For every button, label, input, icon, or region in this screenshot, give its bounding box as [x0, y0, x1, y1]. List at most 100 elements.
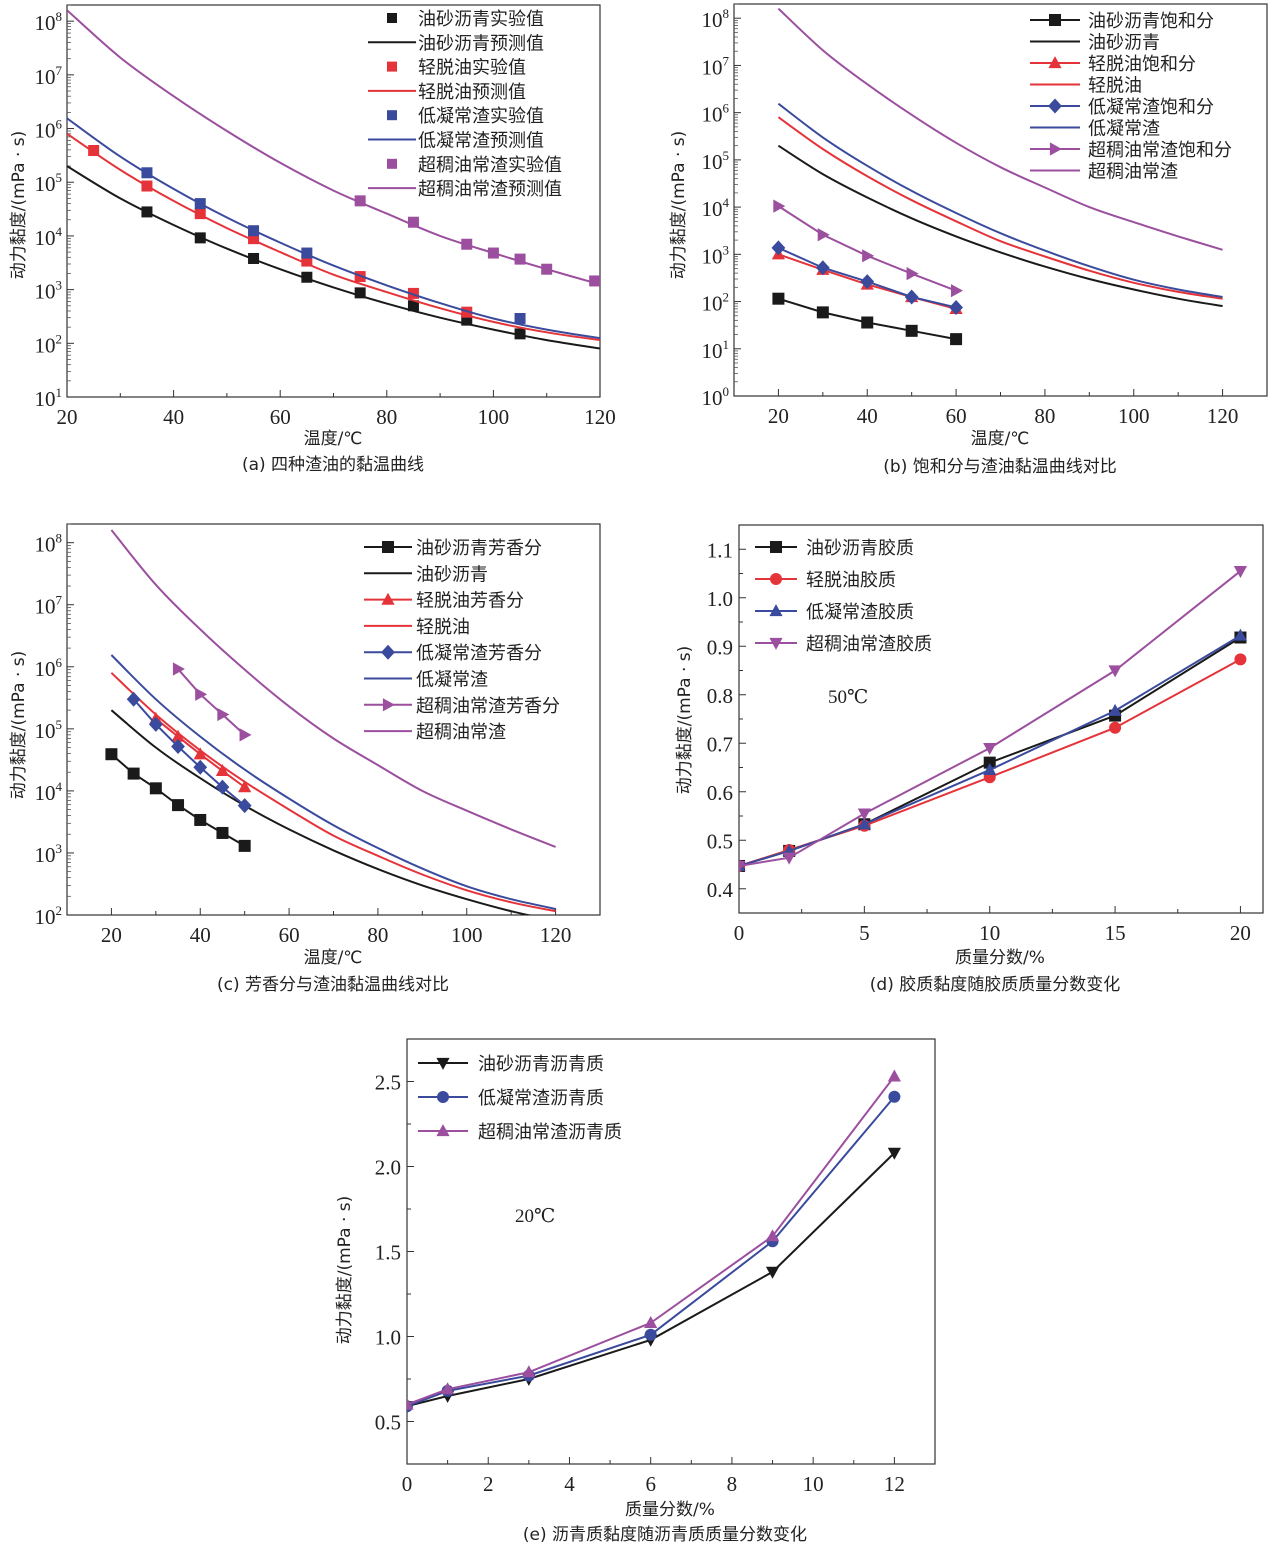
chart-d-series-2-point	[1108, 703, 1122, 716]
chart-b-series-4-point	[949, 299, 963, 315]
chart-d-ytick-label: 0.9	[707, 635, 733, 659]
chart-a-series-5-curve	[67, 117, 600, 340]
chart-a-legend-label: 油砂沥青预测值	[418, 33, 544, 54]
chart-b-legend-marker	[1049, 142, 1062, 156]
chart-c-series-0-point	[216, 826, 229, 839]
chart-a-ytick-label: 104	[35, 224, 63, 250]
chart-d-legend-marker	[770, 573, 782, 585]
chart-c-series-0-point	[238, 839, 251, 852]
chart-a-ytick-label: 102	[35, 331, 63, 357]
chart-c-legend-item: 油砂沥青	[364, 564, 488, 585]
chart-d-ytick-label: 0.8	[707, 684, 733, 708]
chart-b-legend-label: 低凝常渣饱和分	[1088, 97, 1214, 118]
chart-e-legend-label: 油砂沥青沥青质	[478, 1054, 604, 1075]
chart-e-series-2-point	[644, 1316, 658, 1328]
chart-c-plot-area	[105, 529, 556, 915]
chart-e-legend-marker	[437, 1091, 449, 1103]
chart-c-xtick-label: 40	[190, 923, 211, 947]
chart-e-ytick-label: 0.5	[375, 1411, 401, 1435]
chart-d-series-2-line	[739, 634, 1241, 867]
chart-a-viscosity-temperature: (a) 四种渣油的黏温曲线 温度/℃ 动力黏度/(mPa · s) 20 40 60…	[9, 4, 616, 475]
chart-c-legend-item: 轻脱油芳香分	[364, 591, 524, 612]
chart-b-legend-label: 超稠油常渣	[1088, 162, 1178, 183]
chart-b-legend-item: 低凝常渣饱和分	[1030, 97, 1214, 118]
chart-b-legend-item: 轻脱油饱和分	[1030, 54, 1196, 75]
chart-e-legend-label: 超稠油常渣沥青质	[478, 1122, 622, 1143]
chart-b-series-0-point	[816, 306, 829, 319]
chart-d-ytick-label: 0.6	[707, 781, 733, 805]
chart-b-ylabel: 动力黏度/(mPa · s)	[669, 131, 689, 280]
chart-b-ytick-label: 100	[702, 384, 730, 410]
chart-d-series-3-point	[1233, 565, 1248, 578]
chart-d-series-3-line	[739, 570, 1242, 867]
chart-e-legend-marker	[436, 1124, 450, 1137]
chart-d-legend-marker	[769, 637, 783, 650]
chart-d-ytick-label: 0.7	[707, 732, 733, 756]
chart-c-series-6-line	[177, 668, 246, 736]
chart-e-legend-item: 油砂沥青沥青质	[418, 1054, 604, 1075]
chart-d-series-3-point	[857, 808, 871, 821]
chart-c-series-1-curve	[110, 709, 533, 915]
chart-b-xtick-label: 80	[1034, 404, 1055, 428]
chart-a-series-1-curve	[67, 165, 600, 350]
chart-d-series-3-point	[983, 743, 997, 755]
chart-c-legend-item: 低凝常渣芳香分	[364, 643, 542, 664]
chart-c-ytick-label: 104	[35, 779, 63, 805]
chart-d-series-3-point	[739, 860, 746, 873]
chart-d-series-1-point	[1109, 721, 1122, 734]
chart-b-series-4-point	[904, 289, 919, 305]
chart-a-legend-item: 轻脱油预测值	[368, 82, 526, 103]
chart-d-ytick-label: 1.1	[707, 538, 733, 562]
chart-b-legend-label: 油砂沥青	[1088, 33, 1160, 54]
chart-d-series-3-point	[782, 852, 796, 865]
chart-a-series-2-point	[88, 145, 100, 157]
chart-c-series-0-point	[149, 782, 162, 795]
chart-e-series-2-point	[522, 1365, 536, 1378]
chart-d-legend-marker	[770, 541, 782, 553]
chart-c-legend-marker	[381, 592, 395, 605]
chart-e-xtick-label: 10	[803, 1472, 824, 1496]
chart-d-legend-label: 低凝常渣胶质	[806, 602, 914, 623]
chart-c-series-4-point	[215, 779, 230, 795]
chart-c-ytick-label: 103	[35, 841, 63, 867]
chart-c-legend-label: 超稠油常渣	[416, 722, 506, 743]
chart-e-series-0-point	[765, 1266, 780, 1279]
chart-d-legend-item: 超稠油常渣胶质	[755, 634, 932, 655]
chart-e-xtick-label: 8	[727, 1472, 738, 1496]
chart-e-ytick-label: 2.0	[375, 1156, 401, 1180]
chart-d-legend-item: 低凝常渣胶质	[755, 602, 914, 623]
chart-a-legend-marker	[387, 13, 397, 23]
chart-b-legend-item: 超稠油常渣饱和分	[1030, 140, 1232, 161]
chart-d-legend-label: 超稠油常渣胶质	[806, 634, 932, 655]
chart-e-plot-area	[407, 1069, 901, 1414]
chart-a-ytick-label: 107	[35, 63, 63, 89]
chart-a-series-6-point	[589, 275, 600, 287]
chart-c-legend-label: 超稠油常渣芳香分	[416, 696, 560, 717]
chart-d-temperature-annotation: 50℃	[828, 687, 868, 708]
chart-b-ytick-label: 108	[702, 6, 730, 32]
chart-c-series-0-point	[172, 799, 185, 812]
chart-e-legend-item: 低凝常渣沥青质	[418, 1088, 604, 1109]
chart-b-legend-marker	[1048, 56, 1062, 69]
chart-a-legend-label: 轻脱油实验值	[418, 58, 526, 79]
chart-d-legend-marker	[769, 604, 783, 617]
chart-d-legend-label: 轻脱油胶质	[806, 570, 896, 591]
chart-d-xtick-label: 10	[979, 921, 1000, 945]
chart-c-legend-label: 轻脱油	[416, 617, 470, 638]
chart-c-legend-item: 轻脱油	[364, 617, 470, 638]
chart-d-plot-area	[739, 565, 1248, 873]
chart-c-xtick-label: 120	[540, 923, 572, 947]
chart-a-legend-label: 油砂沥青实验值	[418, 9, 544, 30]
chart-b-ytick-label: 107	[702, 53, 730, 79]
chart-b-xtick-label: 120	[1207, 404, 1239, 428]
chart-d-series-2-point	[1233, 628, 1248, 641]
chart-a-legend-label: 低凝常渣预测值	[418, 131, 544, 152]
chart-c-series-2-point	[171, 729, 185, 742]
chart-e-series-1-point	[888, 1090, 901, 1103]
chart-c-caption: (c) 芳香分与渣油黏温曲线对比	[217, 975, 449, 995]
chart-c-legend-label: 低凝常渣芳香分	[416, 643, 542, 664]
chart-b-series-4-point	[860, 274, 875, 290]
chart-b-legend-marker	[1048, 98, 1062, 114]
chart-e-xtick-label: 12	[884, 1472, 905, 1496]
chart-c-series-2-point	[215, 763, 230, 776]
